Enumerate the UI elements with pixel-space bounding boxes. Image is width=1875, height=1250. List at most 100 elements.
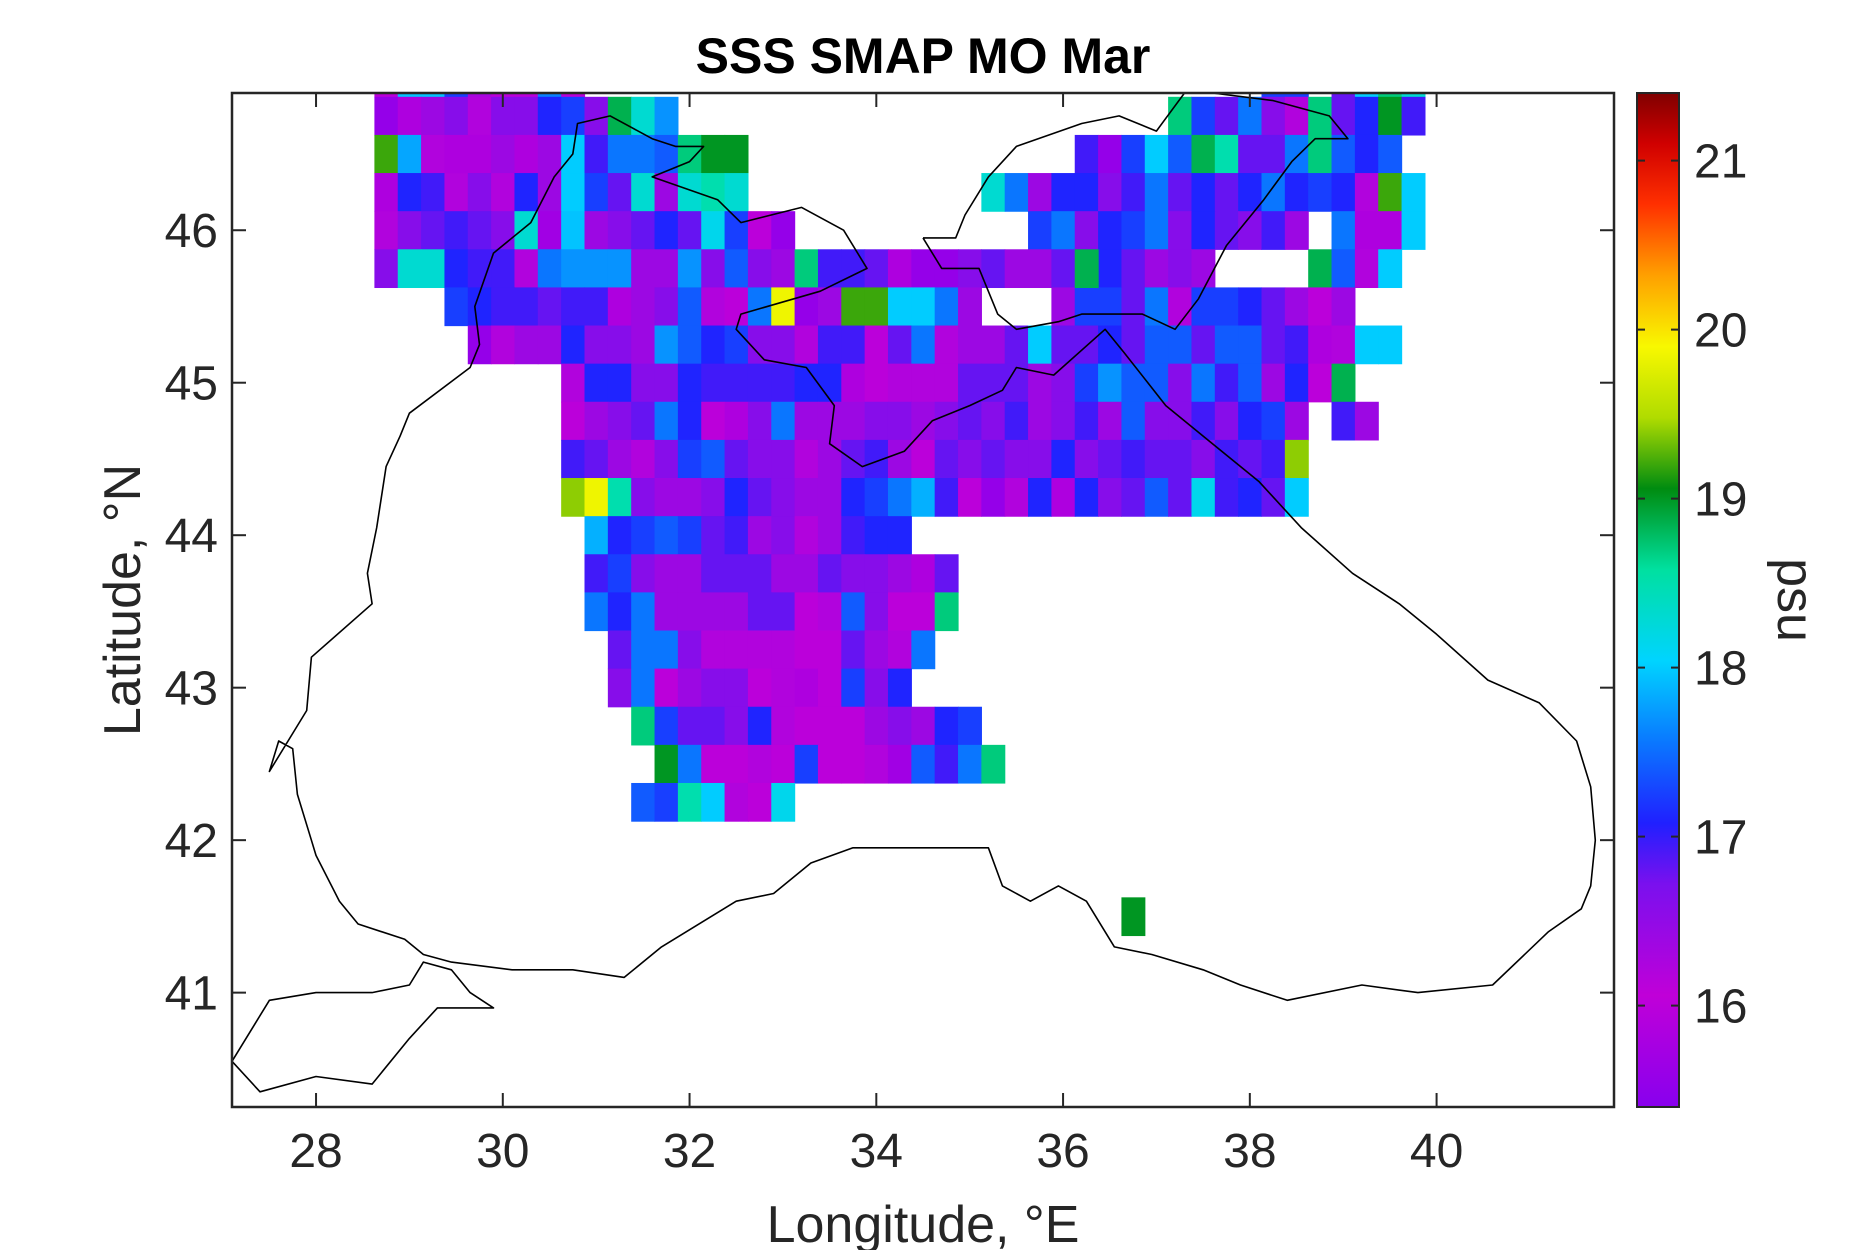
salinity-cell <box>421 249 446 289</box>
salinity-cell <box>887 554 912 593</box>
salinity-cell <box>864 592 889 632</box>
salinity-cell <box>397 134 422 174</box>
salinity-cell <box>537 173 562 212</box>
salinity-cell <box>1098 211 1123 250</box>
salinity-cell <box>444 211 469 250</box>
salinity-cell <box>677 287 702 327</box>
salinity-cell <box>724 554 749 593</box>
salinity-cell <box>1238 21 1262 60</box>
salinity-cell <box>1238 401 1263 441</box>
salinity-cell <box>841 325 866 365</box>
salinity-cell <box>1168 363 1193 403</box>
salinity-cell <box>1074 363 1099 403</box>
salinity-cell <box>701 516 726 555</box>
salinity-cell <box>771 592 796 632</box>
salinity-cell <box>561 211 586 250</box>
salinity-cell <box>514 21 538 60</box>
salinity-cell <box>747 782 772 822</box>
salinity-cell <box>1238 439 1263 479</box>
salinity-cell <box>1354 96 1379 136</box>
salinity-cell <box>654 516 679 555</box>
salinity-cell <box>981 249 1006 289</box>
salinity-cell <box>1238 287 1263 327</box>
salinity-cell <box>654 668 679 708</box>
salinity-cell <box>1028 173 1052 212</box>
salinity-cell <box>1051 211 1076 250</box>
salinity-cell <box>701 325 726 365</box>
salinity-cell <box>654 249 679 289</box>
salinity-cell <box>747 478 772 517</box>
salinity-cell <box>934 401 959 441</box>
salinity-cell <box>631 706 656 746</box>
salinity-cell <box>584 287 609 327</box>
salinity-cell <box>1074 439 1099 479</box>
salinity-cell <box>911 249 936 289</box>
salinity-cell <box>1308 325 1333 365</box>
salinity-cell <box>724 706 749 746</box>
salinity-cell <box>1168 21 1192 60</box>
salinity-cell <box>561 96 586 136</box>
salinity-cell <box>654 325 679 365</box>
salinity-cell <box>537 249 562 289</box>
salinity-cell <box>958 706 982 746</box>
colorbar-ticks: 16 17 18 19 20 21 <box>1637 136 1747 1034</box>
salinity-cell <box>1098 439 1123 479</box>
salinity-cell <box>911 401 936 441</box>
salinity-cell <box>677 249 702 289</box>
salinity-cell <box>631 401 656 441</box>
salinity-cell <box>1331 173 1356 212</box>
salinity-cell <box>1074 211 1099 250</box>
salinity-cell <box>607 554 632 593</box>
salinity-cell <box>654 439 679 479</box>
salinity-cell <box>607 134 632 174</box>
coastline-path <box>232 961 495 1093</box>
salinity-cell <box>1121 325 1146 365</box>
salinity-cell <box>631 478 656 517</box>
salinity-cell <box>607 96 632 136</box>
salinity-cell <box>421 211 446 250</box>
salinity-cell <box>444 249 469 289</box>
salinity-cell <box>1261 325 1286 365</box>
salinity-cell <box>561 21 585 60</box>
salinity-cell <box>584 211 609 250</box>
salinity-cell <box>701 706 726 746</box>
y-tick-label: 44 <box>165 510 218 563</box>
salinity-cell <box>864 516 889 555</box>
salinity-cell <box>1168 325 1193 365</box>
salinity-cell <box>1168 287 1193 327</box>
salinity-cell <box>491 211 516 250</box>
salinity-cell <box>747 249 772 289</box>
salinity-cell <box>864 706 889 746</box>
salinity-cell <box>841 363 866 403</box>
salinity-cell <box>887 249 912 289</box>
salinity-cell <box>747 668 772 708</box>
salinity-cell <box>1191 173 1216 212</box>
salinity-cell <box>514 249 539 289</box>
salinity-cell <box>794 363 819 403</box>
salinity-cell <box>1168 173 1193 212</box>
salinity-cell <box>1378 134 1403 174</box>
salinity-cell <box>677 744 702 784</box>
y-tick-label: 46 <box>165 205 218 258</box>
salinity-cell <box>467 249 492 289</box>
salinity-cell <box>794 516 819 555</box>
salinity-cell <box>654 401 679 441</box>
salinity-cell <box>911 630 936 670</box>
salinity-cell <box>747 401 772 441</box>
salinity-cell <box>631 630 656 670</box>
x-tick-label: 40 <box>1410 1125 1463 1178</box>
salinity-cell <box>934 439 959 479</box>
salinity-cell <box>467 134 492 174</box>
colorbar <box>1636 92 1680 1108</box>
salinity-cell <box>1331 134 1356 174</box>
salinity-cell <box>1214 96 1239 136</box>
salinity-cell <box>584 363 609 403</box>
salinity-cell <box>1331 363 1356 403</box>
salinity-cell <box>794 744 819 784</box>
colorbar-tick-label: 17 <box>1694 812 1747 865</box>
salinity-cell <box>654 211 679 250</box>
salinity-cell <box>981 363 1006 403</box>
salinity-cell <box>584 134 609 174</box>
salinity-cell <box>1238 96 1263 136</box>
salinity-cell <box>1051 249 1076 289</box>
